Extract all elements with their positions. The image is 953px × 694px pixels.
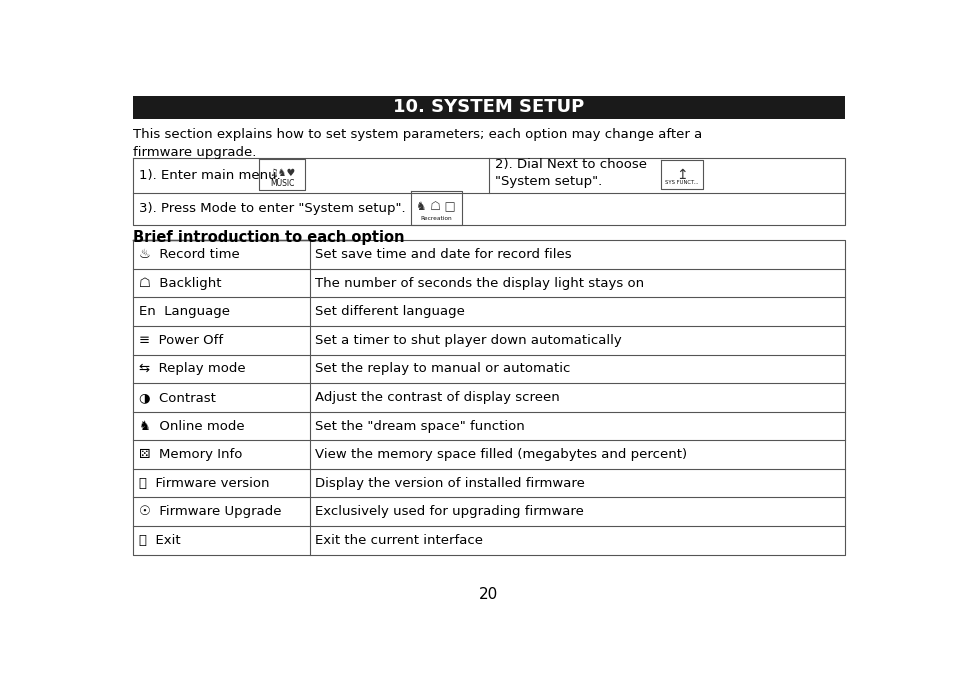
Text: The number of seconds the display light stays on: The number of seconds the display light … [315, 277, 644, 289]
Text: MUSIC: MUSIC [270, 178, 294, 187]
Text: View the memory space filled (megabytes and percent): View the memory space filled (megabytes … [315, 448, 687, 461]
Text: 10. SYSTEM SETUP: 10. SYSTEM SETUP [393, 98, 584, 116]
Text: This section explains how to set system parameters; each option may change after: This section explains how to set system … [133, 128, 701, 159]
Text: En  Language: En Language [138, 305, 230, 319]
Text: ♞ ☖ □: ♞ ☖ □ [416, 201, 456, 214]
Text: 3). Press Mode to enter "System setup".: 3). Press Mode to enter "System setup". [139, 203, 406, 215]
Text: Exclusively used for upgrading firmware: Exclusively used for upgrading firmware [315, 505, 583, 518]
Text: Exit the current interface: Exit the current interface [315, 534, 483, 547]
Text: 20: 20 [478, 587, 498, 602]
Text: 华  Exit: 华 Exit [138, 534, 180, 547]
Text: Brief introduction to each option: Brief introduction to each option [133, 230, 404, 246]
Text: Set the "dream space" function: Set the "dream space" function [315, 419, 524, 432]
Text: ⓘ  Firmware version: ⓘ Firmware version [138, 477, 269, 490]
Text: Display the version of installed firmware: Display the version of installed firmwar… [315, 477, 584, 490]
Text: ◑  Contrast: ◑ Contrast [138, 391, 215, 404]
Text: Set save time and date for record files: Set save time and date for record files [315, 248, 572, 261]
Text: Set a timer to shut player down automatically: Set a timer to shut player down automati… [315, 334, 621, 347]
Text: ⇆  Replay mode: ⇆ Replay mode [138, 362, 245, 375]
Text: Set the replay to manual or automatic: Set the replay to manual or automatic [315, 362, 570, 375]
FancyBboxPatch shape [133, 96, 843, 119]
Text: ☉  Firmware Upgrade: ☉ Firmware Upgrade [138, 505, 281, 518]
Text: 2). Dial Next to choose
"System setup".: 2). Dial Next to choose "System setup". [495, 158, 646, 188]
Text: Recreation: Recreation [420, 216, 452, 221]
Text: ⚄  Memory Info: ⚄ Memory Info [138, 448, 242, 461]
Text: ♨  Record time: ♨ Record time [138, 248, 239, 261]
Text: Adjust the contrast of display screen: Adjust the contrast of display screen [315, 391, 559, 404]
Text: ♫♞♥: ♫♞♥ [269, 168, 294, 178]
Text: 1). Enter main menu.: 1). Enter main menu. [139, 169, 281, 182]
Text: ↥: ↥ [676, 168, 687, 182]
Text: ♞  Online mode: ♞ Online mode [138, 419, 244, 432]
Text: ≡  Power Off: ≡ Power Off [138, 334, 222, 347]
Text: SYS FUNCT...: SYS FUNCT... [664, 180, 698, 185]
Text: ☖  Backlight: ☖ Backlight [138, 277, 221, 289]
Text: Set different language: Set different language [315, 305, 465, 319]
